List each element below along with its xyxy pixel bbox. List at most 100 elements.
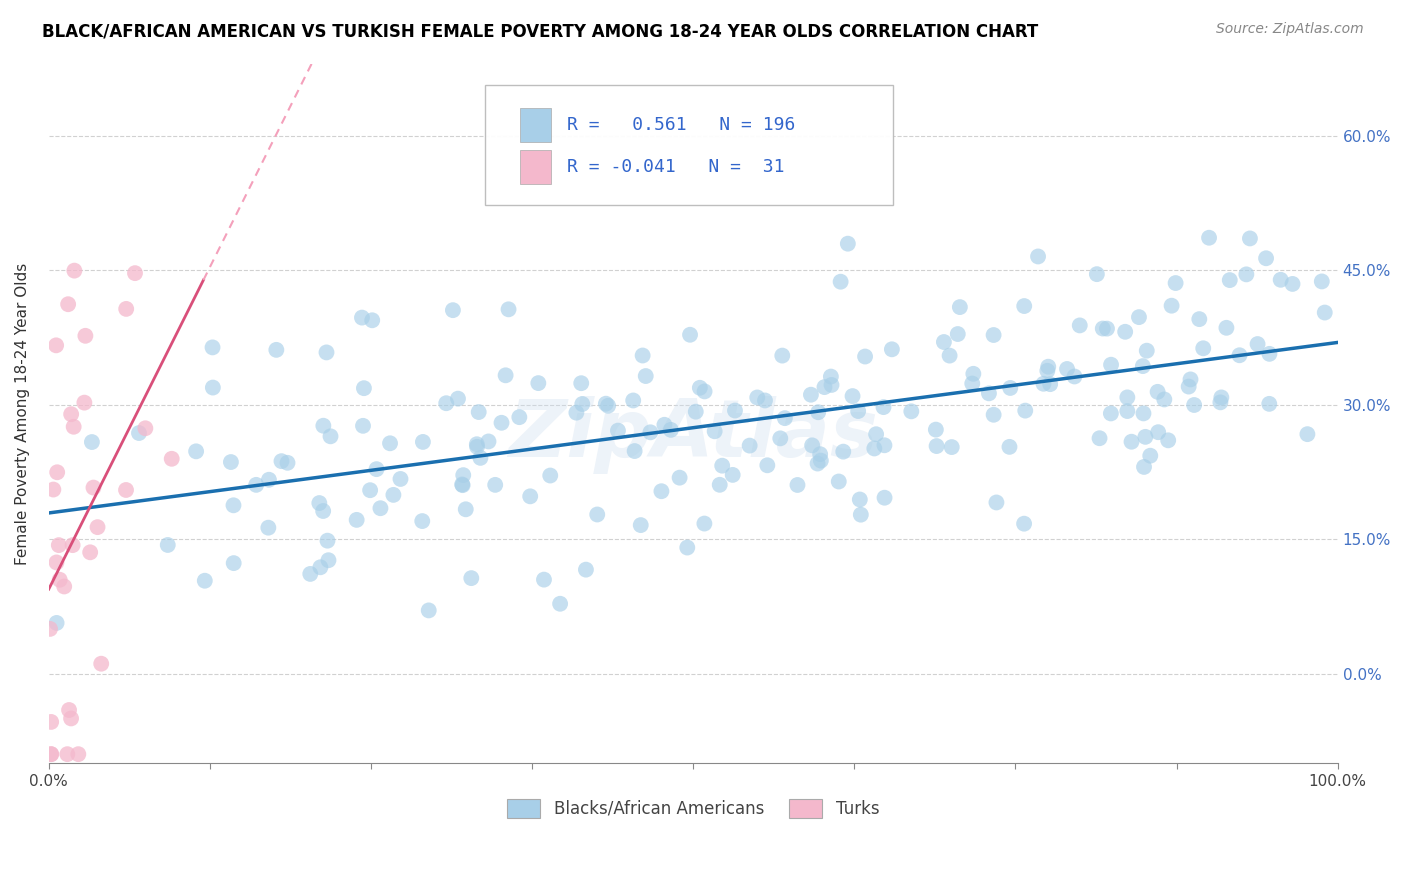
Point xyxy=(222,556,245,570)
Point xyxy=(1121,434,1143,449)
Point xyxy=(56,297,79,311)
Point xyxy=(124,266,146,280)
Point xyxy=(1095,321,1118,335)
Point xyxy=(949,300,972,314)
Point xyxy=(865,427,887,442)
Point xyxy=(318,553,340,567)
Point xyxy=(1157,434,1180,448)
Point xyxy=(56,747,79,761)
Point xyxy=(607,424,630,438)
Point xyxy=(82,481,104,495)
Point xyxy=(1164,276,1187,290)
Point xyxy=(538,468,561,483)
Point xyxy=(598,399,620,413)
Point xyxy=(1258,397,1281,411)
Point xyxy=(86,520,108,534)
Point xyxy=(828,475,851,489)
Point xyxy=(361,313,384,327)
Point xyxy=(1116,404,1139,418)
Point xyxy=(1147,425,1170,440)
Point xyxy=(1133,459,1156,474)
Point xyxy=(245,478,267,492)
Point xyxy=(60,711,83,725)
Point xyxy=(1180,372,1202,386)
Text: R =   0.561   N = 196: R = 0.561 N = 196 xyxy=(567,116,794,134)
Point xyxy=(477,434,499,449)
Point xyxy=(711,458,734,473)
Point xyxy=(659,423,682,437)
Point xyxy=(873,438,896,452)
Point xyxy=(309,560,332,574)
Text: ZipAtlas: ZipAtlas xyxy=(508,395,879,474)
Point xyxy=(465,437,488,451)
Point xyxy=(533,573,555,587)
Y-axis label: Female Poverty Among 18-24 Year Olds: Female Poverty Among 18-24 Year Olds xyxy=(15,262,30,565)
Point xyxy=(830,275,852,289)
Point xyxy=(257,473,280,487)
Point xyxy=(353,381,375,395)
Point xyxy=(1313,305,1336,319)
Point xyxy=(721,467,744,482)
Point xyxy=(685,405,707,419)
Point xyxy=(1281,277,1303,291)
Point xyxy=(45,338,67,352)
Point xyxy=(315,345,337,359)
Point xyxy=(595,397,617,411)
Point xyxy=(873,491,896,505)
Point xyxy=(679,327,702,342)
Point xyxy=(1246,337,1268,351)
Point xyxy=(1135,430,1157,444)
Point xyxy=(39,714,62,729)
Point xyxy=(925,423,948,437)
Point xyxy=(693,516,716,531)
Point xyxy=(1182,398,1205,412)
Point xyxy=(63,263,86,277)
Point xyxy=(299,566,322,581)
Point xyxy=(668,470,690,484)
Point xyxy=(1215,320,1237,334)
Point xyxy=(48,538,70,552)
Point xyxy=(548,597,571,611)
Point xyxy=(1188,312,1211,326)
Point xyxy=(1234,268,1257,282)
Point xyxy=(39,747,62,761)
Point xyxy=(75,328,97,343)
Point xyxy=(201,380,224,394)
Point xyxy=(312,418,335,433)
Point xyxy=(319,429,342,443)
Point xyxy=(1099,406,1122,420)
Point xyxy=(156,538,179,552)
Point xyxy=(880,343,903,357)
Point xyxy=(770,349,793,363)
Point xyxy=(724,403,747,417)
Point xyxy=(39,622,62,636)
Point xyxy=(962,376,984,391)
Point xyxy=(900,404,922,418)
Point xyxy=(90,657,112,671)
Point xyxy=(801,438,824,452)
Point xyxy=(1146,384,1168,399)
Point xyxy=(1177,379,1199,393)
Point xyxy=(1209,395,1232,409)
Point xyxy=(1139,449,1161,463)
Point xyxy=(925,439,948,453)
Point xyxy=(849,492,872,507)
Point xyxy=(467,405,489,419)
Legend: Blacks/African Americans, Turks: Blacks/African Americans, Turks xyxy=(501,792,886,825)
Point xyxy=(359,483,381,498)
Point xyxy=(508,410,530,425)
Point xyxy=(316,533,339,548)
Point xyxy=(48,573,70,587)
Point xyxy=(786,478,808,492)
Point xyxy=(257,521,280,535)
Point xyxy=(270,454,292,468)
Point xyxy=(39,747,62,761)
Point xyxy=(634,369,657,384)
Point xyxy=(454,502,477,516)
Point xyxy=(451,468,474,483)
Point xyxy=(527,376,550,390)
Point xyxy=(986,495,1008,509)
Point xyxy=(1012,516,1035,531)
Point xyxy=(434,396,457,410)
Point xyxy=(134,421,156,435)
